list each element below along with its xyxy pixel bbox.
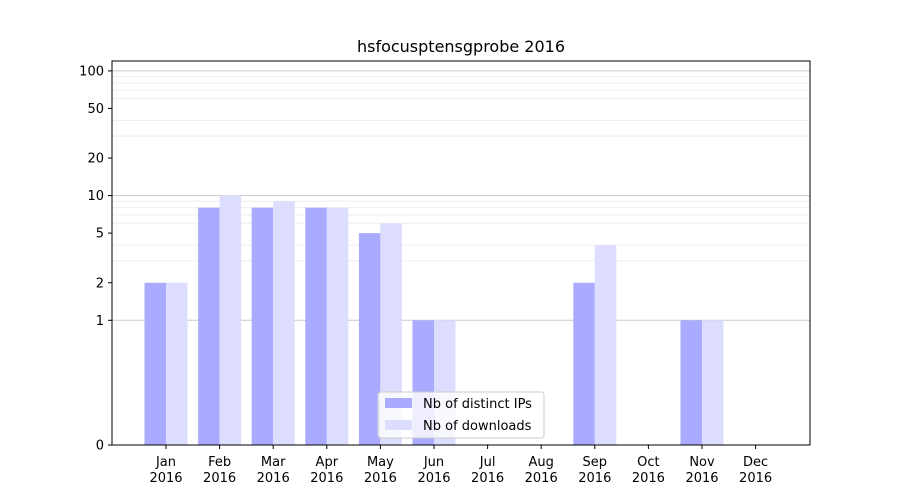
y-tick-label: 50 <box>87 102 104 117</box>
legend-swatch-distinct-ips <box>385 398 412 408</box>
legend-label-downloads: Nb of downloads <box>423 419 532 434</box>
bar-distinct-ips-apr <box>305 207 327 445</box>
x-tick-label-year: 2016 <box>578 471 611 486</box>
legend: Nb of distinct IPs Nb of downloads <box>377 391 545 439</box>
x-tick-label-month: Sep <box>583 455 608 470</box>
x-tick-label-year: 2016 <box>471 471 504 486</box>
x-tick-label-month: Feb <box>208 455 231 470</box>
bar-distinct-ips-nov <box>680 320 702 445</box>
x-tick-label-year: 2016 <box>685 471 718 486</box>
y-tick-label: 0 <box>96 439 104 454</box>
bar-distinct-ips-may <box>358 233 381 445</box>
x-tick-label-month: Mar <box>261 455 286 470</box>
y-tick-label: 20 <box>87 152 104 167</box>
bar-distinct-ips-sep <box>573 282 595 445</box>
x-tick-label-year: 2016 <box>364 471 397 486</box>
bar-downloads-mar <box>273 201 295 445</box>
x-tick-label-month: Apr <box>316 455 339 470</box>
y-tick-label: 100 <box>79 64 104 79</box>
bar-downloads-apr <box>326 207 349 445</box>
x-tick-label-month: Jan <box>155 455 176 470</box>
x-tick-label-month: Dec <box>743 455 768 470</box>
x-tick-label-month: Aug <box>529 455 554 470</box>
x-tick-label-year: 2016 <box>203 471 236 486</box>
x-tick-label-year: 2016 <box>525 471 558 486</box>
plot-frame <box>111 60 811 446</box>
bar-downloads-feb <box>219 195 242 445</box>
x-tick-label-year: 2016 <box>149 471 182 486</box>
y-tick-label: 1 <box>96 314 104 329</box>
bar-downloads-sep <box>594 245 617 445</box>
x-axis: Jan2016Feb2016Mar2016Apr2016May2016Jun20… <box>149 445 772 486</box>
bar-distinct-ips-jan <box>144 282 166 445</box>
x-tick-label-month: Jul <box>479 455 496 470</box>
x-tick-label-month: Nov <box>689 455 715 470</box>
x-tick-label-year: 2016 <box>632 471 665 486</box>
x-tick-label-year: 2016 <box>739 471 772 486</box>
x-tick-label-month: May <box>367 455 394 470</box>
bar-downloads-nov <box>702 320 724 445</box>
chart-title: hsfocusptensgprobe 2016 <box>357 37 565 56</box>
y-tick-label: 2 <box>96 276 104 291</box>
legend-swatch-downloads <box>385 420 412 430</box>
y-tick-label: 5 <box>96 227 104 242</box>
x-tick-label-year: 2016 <box>417 471 450 486</box>
y-axis: 0 1 2 5 10 20 50 100 <box>79 64 112 454</box>
bar-downloads-may <box>380 223 402 445</box>
x-tick-label-month: Jun <box>423 455 444 470</box>
bar-distinct-ips-mar <box>251 207 274 445</box>
y-tick-label: 10 <box>87 189 104 204</box>
bar-distinct-ips-feb <box>198 207 220 445</box>
legend-box <box>377 391 545 439</box>
x-tick-label-year: 2016 <box>257 471 290 486</box>
x-tick-label-year: 2016 <box>310 471 343 486</box>
legend-label-distinct-ips: Nb of distinct IPs <box>423 397 532 412</box>
bar-downloads-jan <box>166 282 188 445</box>
x-tick-label-month: Oct <box>637 455 659 470</box>
